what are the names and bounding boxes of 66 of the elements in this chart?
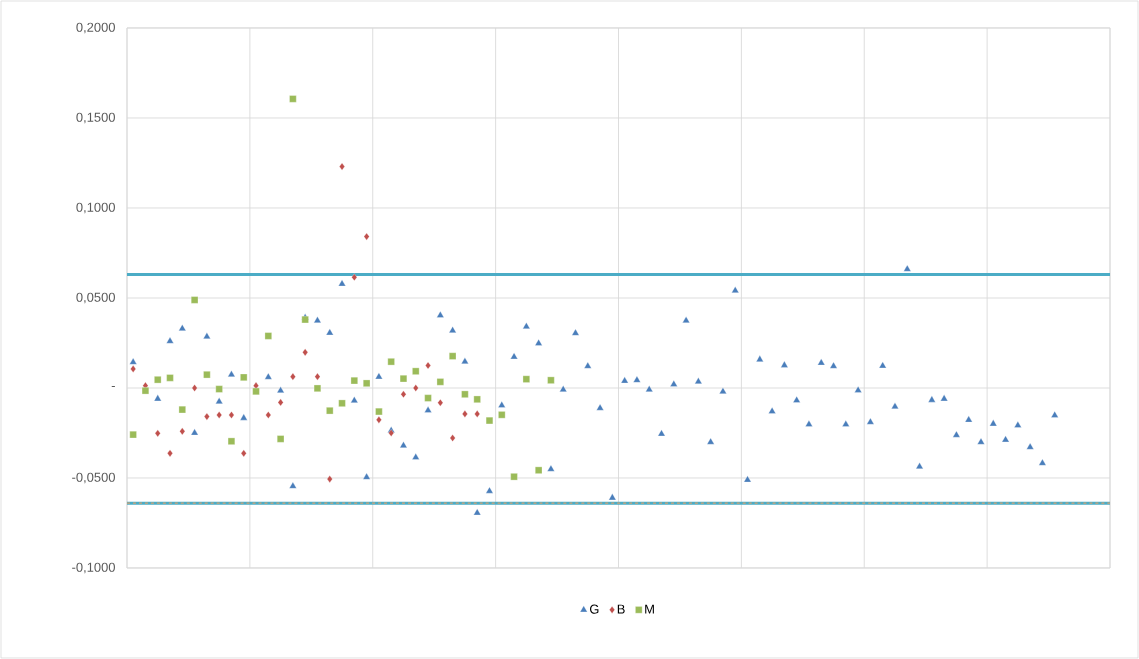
point — [314, 372, 321, 381]
point — [154, 376, 162, 384]
point — [449, 434, 456, 442]
point — [461, 390, 469, 398]
legend-label: G — [589, 604, 599, 614]
legend-label: B — [617, 604, 625, 614]
point — [473, 395, 481, 403]
point — [462, 410, 468, 418]
point — [228, 411, 235, 419]
point — [277, 398, 284, 407]
point — [436, 378, 444, 386]
point — [376, 416, 382, 424]
point — [215, 385, 223, 393]
point — [375, 408, 383, 416]
point — [141, 387, 149, 395]
point — [522, 375, 530, 383]
point — [178, 406, 186, 414]
point — [252, 387, 260, 395]
point — [227, 437, 235, 445]
point — [363, 232, 370, 241]
point — [130, 365, 136, 373]
y-tick-label: 0,1500 — [76, 112, 115, 124]
legend-label: M — [645, 604, 654, 614]
point — [326, 475, 333, 483]
point — [191, 384, 198, 392]
y-tick-label: 0,2000 — [76, 22, 115, 34]
point — [350, 377, 358, 385]
point — [191, 296, 199, 304]
y-tick-label: -0,1000 — [72, 562, 115, 574]
point — [338, 399, 346, 407]
point — [289, 95, 297, 103]
point — [535, 466, 543, 474]
point — [203, 371, 211, 379]
point — [400, 390, 407, 399]
point — [485, 417, 494, 425]
point — [363, 379, 371, 387]
point — [129, 431, 137, 439]
point — [265, 411, 272, 419]
point — [179, 427, 186, 436]
point — [313, 384, 321, 392]
point — [449, 352, 457, 360]
y-tick-label: 0,0500 — [76, 292, 115, 304]
point — [498, 411, 506, 419]
point — [326, 407, 334, 415]
point — [510, 473, 518, 481]
y-tick-label: 0,1000 — [76, 202, 115, 214]
point — [351, 273, 358, 282]
point — [424, 394, 432, 402]
point — [387, 358, 395, 366]
point — [166, 374, 174, 382]
point — [154, 429, 161, 438]
point — [240, 373, 248, 381]
point — [547, 376, 555, 384]
point — [399, 375, 408, 383]
point — [412, 384, 419, 392]
point — [264, 332, 272, 340]
point — [437, 399, 444, 407]
point — [474, 410, 481, 418]
point — [240, 449, 247, 458]
y-tick-label: -0,0500 — [72, 472, 115, 484]
point — [388, 429, 395, 437]
point — [216, 411, 223, 419]
y-tick-label: - — [111, 386, 115, 388]
point — [302, 348, 309, 357]
point — [277, 435, 285, 443]
point — [412, 367, 420, 375]
